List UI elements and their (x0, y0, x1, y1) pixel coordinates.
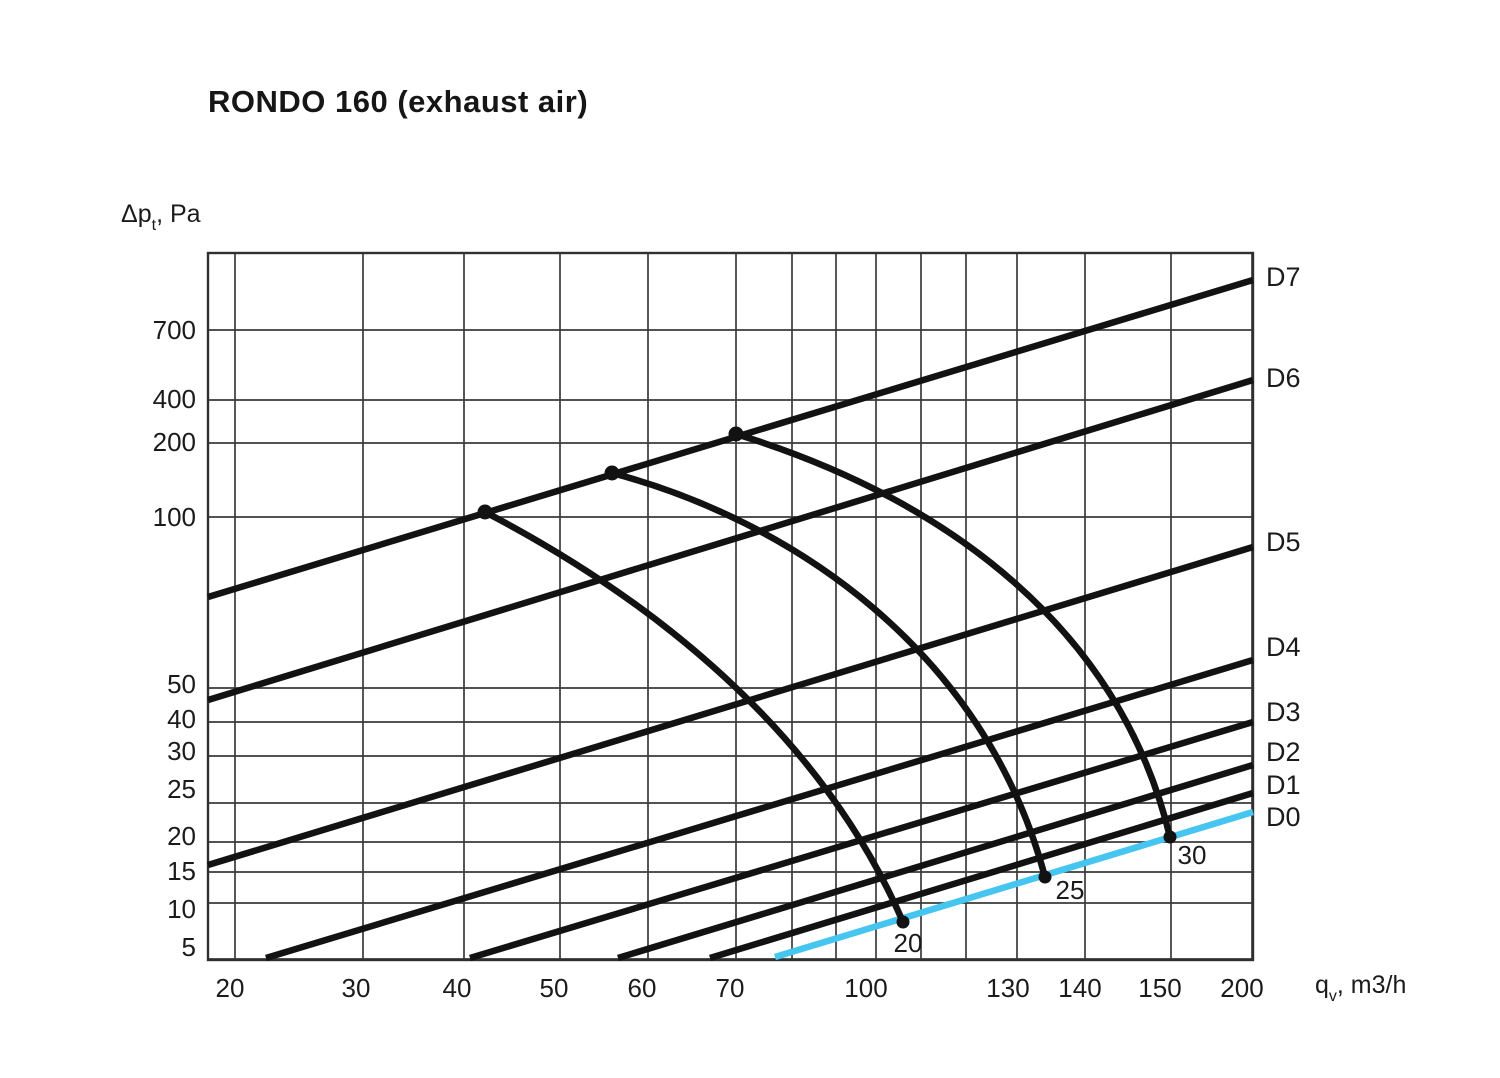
fan-curve-label-30: 30 (1178, 840, 1207, 870)
speed-line-label-D3: D3 (1266, 697, 1301, 727)
fan-curve-25-end-dot (1038, 870, 1052, 884)
speed-line-label-D0: D0 (1266, 802, 1301, 832)
x-tick-label: 140 (1058, 973, 1101, 1003)
speed-line-D2 (617, 761, 1254, 962)
y-tick-label: 25 (167, 774, 196, 804)
x-axis-title-subscript: v (1328, 987, 1337, 1005)
fan-curve-20-start-dot (477, 504, 493, 520)
fan-curve-label-20: 20 (894, 928, 923, 958)
x-tick-label: 20 (216, 973, 245, 1003)
chart-title: RONDO 160 (exhaust air) (208, 84, 589, 119)
x-tick-label: 30 (342, 973, 371, 1003)
y-tick-label: 40 (167, 704, 196, 734)
fan-curve-30-start-dot (728, 426, 744, 442)
speed-line-D0 (774, 808, 1254, 961)
speed-line-label-D7: D7 (1266, 262, 1301, 292)
speed-line-D4 (265, 656, 1254, 962)
x-tick-label: 130 (986, 973, 1029, 1003)
y-axis-title-symbol: Δp (121, 200, 152, 228)
x-axis-title: qv, m3/h (1315, 971, 1407, 1004)
plot-border (206, 251, 1255, 962)
fan-curve-30 (732, 430, 1174, 841)
x-tick-label: 60 (628, 973, 657, 1003)
speed-line-label-D6: D6 (1266, 363, 1301, 393)
y-tick-label: 5 (182, 932, 196, 962)
x-tick-label: 150 (1138, 973, 1181, 1003)
x-tick-label: 40 (443, 973, 472, 1003)
speed-line-label-D2: D2 (1266, 737, 1301, 767)
y-tick-label: 200 (153, 427, 196, 457)
x-tick-label: 100 (844, 973, 887, 1003)
speed-line-label-D1: D1 (1266, 770, 1301, 800)
x-tick-label: 200 (1220, 973, 1263, 1003)
y-tick-label: 700 (153, 315, 196, 345)
y-tick-label: 50 (167, 669, 196, 699)
fan-curve-30-end-dot (1163, 830, 1177, 844)
x-axis-title-unit: , m3/h (1336, 971, 1407, 999)
x-tick-label: 50 (540, 973, 569, 1003)
fan-curve-20 (481, 508, 907, 926)
y-axis-title: Δpt, Pa (121, 200, 201, 233)
y-tick-label: 30 (167, 736, 196, 766)
fan-curve-25-start-dot (604, 465, 620, 481)
speed-line-label-D5: D5 (1266, 527, 1301, 557)
fan-curve-label-25: 25 (1056, 875, 1085, 905)
y-tick-label: 20 (167, 821, 196, 851)
speed-line-D6 (207, 376, 1254, 704)
y-tick-label: 15 (167, 856, 196, 886)
fan-curve-25 (608, 469, 1049, 881)
y-tick-label: 10 (167, 894, 196, 924)
x-axis-title-symbol: q (1315, 971, 1329, 999)
y-axis-title-subscript: t (151, 216, 157, 234)
y-tick-label: 400 (153, 384, 196, 414)
y-tick-label: 100 (153, 502, 196, 532)
x-tick-label: 70 (716, 973, 745, 1003)
speed-line-label-D4: D4 (1266, 632, 1301, 662)
speed-line-D5 (207, 543, 1254, 869)
fan-curve-20-end-dot (896, 915, 910, 929)
y-axis-title-unit: , Pa (156, 200, 201, 228)
